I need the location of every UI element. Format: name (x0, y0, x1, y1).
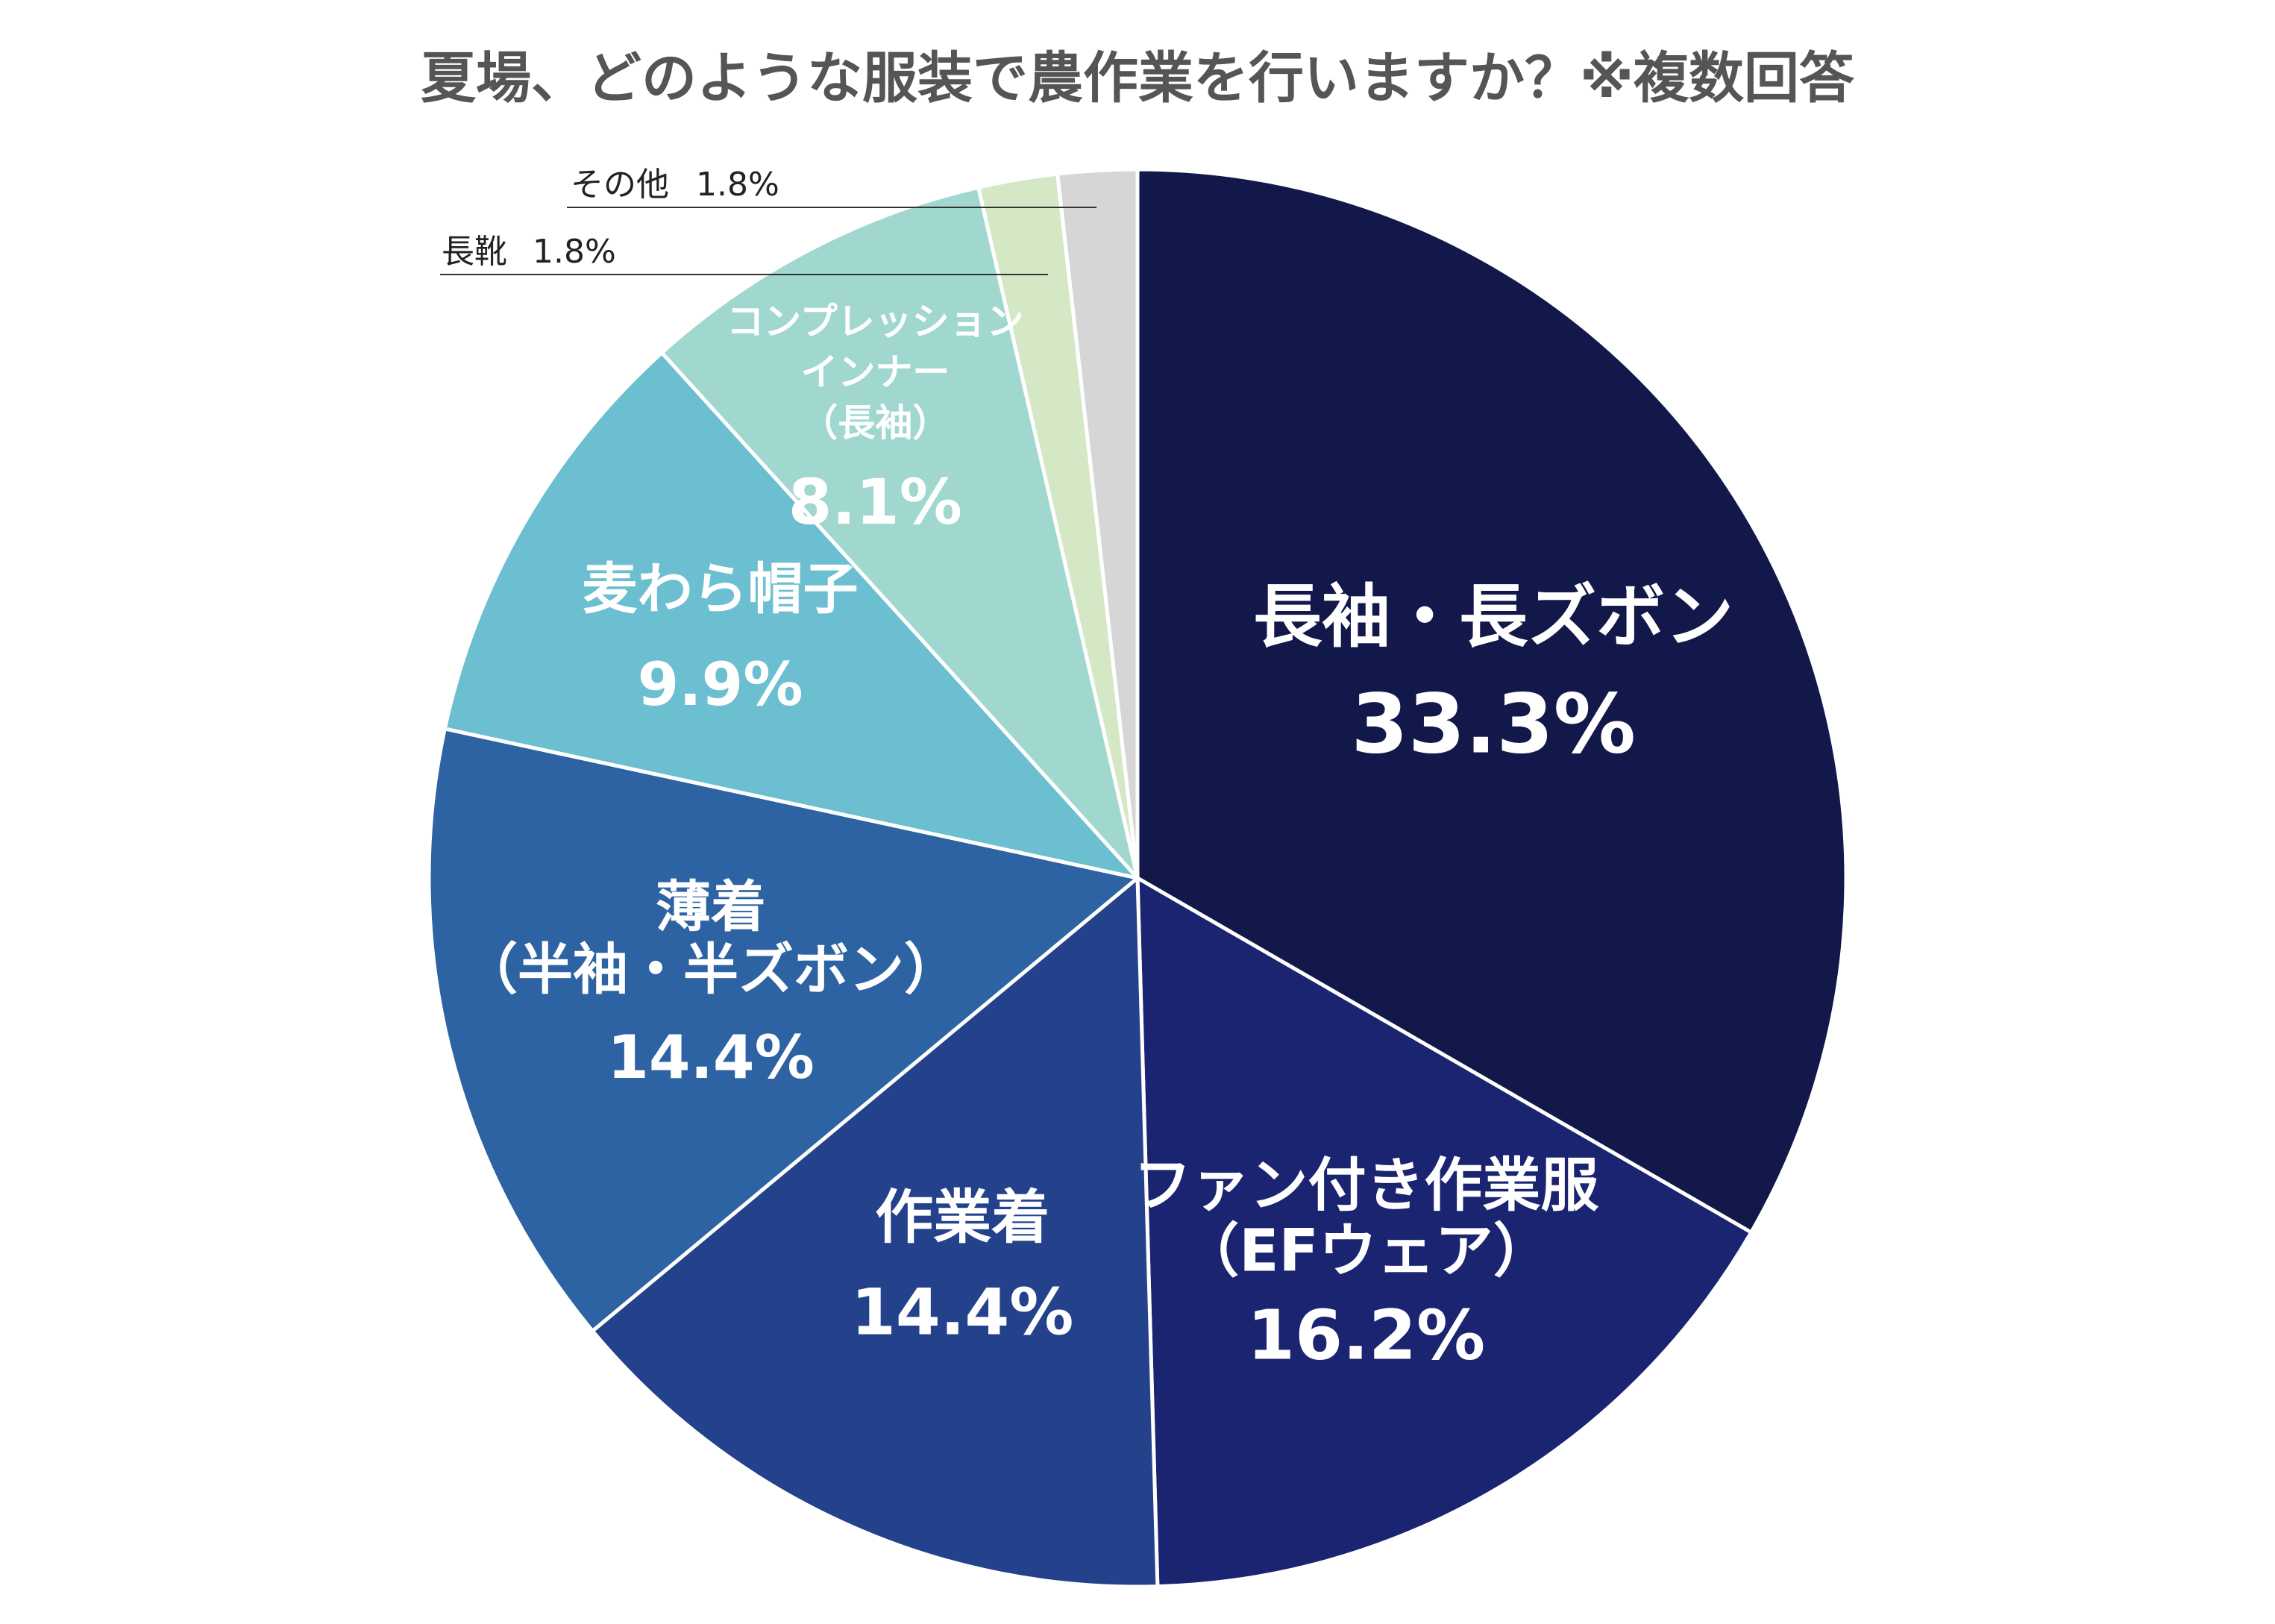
chart-title: 夏場、どのような服装で農作業を行いますか？※複数回答 (421, 46, 1855, 110)
slice-name-label: （半袖・半ズボン） (462, 938, 959, 1002)
slice-value-label: 1.8% (533, 233, 616, 271)
pie-slice (590, 876, 1160, 1589)
slice-name-label: ファン付き作業服 (1134, 1152, 1599, 1219)
slice-name-label: 長袖・長ズボン (1253, 577, 1733, 657)
pie-slice (427, 727, 1140, 1333)
slice-value-label: 8.1% (788, 465, 962, 539)
slice-name-label: コンプレッション (727, 300, 1024, 343)
slice-name-label: インナー (800, 351, 950, 394)
pie-slice (659, 185, 1140, 880)
pie-labels: 長袖・長ズボン 33.3% ファン付き作業服（EFウェア） 16.2% 作業着 14.4%… (440, 166, 1733, 1375)
slice-value-label: 9.9% (638, 650, 803, 719)
slice-name-label: その他 (571, 166, 669, 204)
pie-slice (442, 351, 1140, 880)
slice-value-label: 14.4% (607, 1023, 815, 1092)
slice-value-label: 1.8% (696, 166, 779, 204)
slice-name-label: （EFウェア） (1181, 1217, 1551, 1285)
slice-value-label: 33.3% (1351, 677, 1636, 772)
pie-slice (1135, 167, 1848, 1235)
pie-slices (427, 167, 1848, 1589)
slice-value-label: 14.4% (851, 1276, 1073, 1350)
slice-name-label: 薄着 (656, 875, 766, 939)
slice-value-label: 16.2% (1247, 1295, 1485, 1375)
pie-slice (1135, 876, 1754, 1589)
slice-name-label: 麦わら帽子 (583, 557, 859, 621)
pie-slice (1055, 167, 1140, 880)
slice-name-label: （長袖） (800, 401, 950, 445)
slice-name-label: 長靴 (442, 233, 507, 271)
slice-name-label: 作業着 (875, 1185, 1049, 1252)
